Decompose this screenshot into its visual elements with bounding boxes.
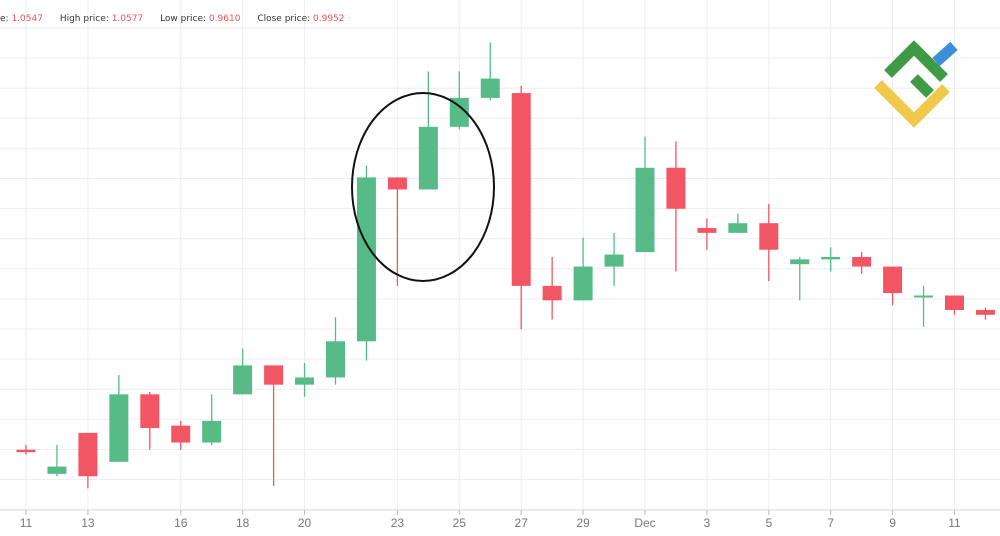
candle — [542, 256, 562, 320]
candle — [511, 85, 531, 330]
candle-body — [418, 126, 438, 190]
candle-body — [326, 341, 345, 378]
candle-body — [821, 256, 841, 260]
candle — [852, 252, 872, 274]
candle-body — [697, 228, 717, 233]
candle — [202, 394, 222, 445]
legend-close: Close price: 0.9952 — [257, 14, 345, 24]
candle — [945, 295, 964, 315]
x-tick-label: 13 — [81, 516, 95, 530]
candle — [790, 256, 810, 301]
candle-body — [16, 449, 36, 453]
candle — [264, 365, 284, 486]
candle-body — [728, 223, 748, 233]
candle-body — [852, 256, 872, 267]
candle-body — [573, 266, 593, 301]
candle — [697, 218, 717, 250]
candle-body — [480, 78, 500, 98]
x-tick-label: 5 — [765, 516, 772, 530]
x-tick-label: 29 — [576, 516, 590, 530]
candle — [573, 237, 593, 301]
x-tick-label: 16 — [174, 516, 188, 530]
candle — [387, 177, 407, 286]
candle — [821, 247, 841, 272]
candle — [728, 213, 748, 233]
candle-body — [109, 394, 129, 462]
candle-body — [914, 295, 934, 298]
candle-body — [790, 259, 810, 265]
brand-logo-icon — [874, 40, 958, 128]
x-tick-label: 11 — [948, 516, 961, 530]
legend-low: Low price: 0.9610 — [160, 14, 241, 24]
x-tick-label: 7 — [827, 516, 834, 530]
highlight-ellipse — [351, 92, 495, 282]
candle — [326, 317, 345, 385]
legend-high: High price: 1.0577 — [59, 14, 144, 24]
candle — [604, 232, 624, 286]
candle-body — [47, 466, 67, 474]
candle-body — [604, 254, 624, 267]
x-tick-label: 9 — [889, 516, 896, 530]
candle — [47, 444, 67, 477]
candle-body — [975, 309, 995, 315]
candle-body — [542, 285, 562, 301]
candle-body — [666, 167, 686, 209]
legend-open: e: 1.0547 — [0, 14, 43, 24]
candle-body — [140, 394, 160, 429]
x-tick-label: Dec — [634, 516, 655, 530]
candle-body — [78, 432, 98, 477]
candle — [418, 71, 438, 190]
candle-body — [635, 167, 655, 253]
candle — [635, 136, 655, 253]
candle — [480, 42, 500, 101]
ohlc-legend: e: 1.0547 High price: 1.0577 Low price: … — [0, 14, 359, 24]
candle-body — [387, 177, 407, 190]
candle-body — [356, 177, 376, 342]
candle-body — [233, 365, 253, 395]
candle-body — [264, 365, 284, 385]
candle-body — [295, 377, 315, 385]
candle-body — [511, 93, 531, 286]
candle-body — [449, 97, 469, 127]
candle — [356, 165, 376, 361]
candle — [233, 348, 253, 395]
x-tick-label: 3 — [704, 516, 711, 530]
candle — [449, 71, 469, 130]
x-tick-label: 18 — [236, 516, 250, 530]
x-tick-label: 11 — [20, 516, 33, 530]
x-tick-label: 25 — [453, 516, 467, 530]
candle — [975, 307, 995, 320]
x-tick-label: 23 — [391, 516, 405, 530]
candle — [16, 444, 36, 455]
candle — [140, 391, 160, 450]
candle — [78, 432, 98, 489]
x-tick-label: 20 — [298, 516, 312, 530]
candle — [883, 266, 903, 306]
candle — [914, 285, 934, 327]
candle — [171, 420, 191, 450]
candle-body — [883, 266, 903, 294]
candle — [295, 362, 315, 397]
candle-body — [171, 425, 191, 443]
candle-body — [945, 295, 964, 310]
x-tick-label: 27 — [515, 516, 529, 530]
candle — [759, 203, 779, 282]
candle — [109, 375, 129, 462]
candle-body — [202, 420, 222, 443]
candle — [666, 141, 686, 272]
candle-body — [759, 223, 779, 250]
